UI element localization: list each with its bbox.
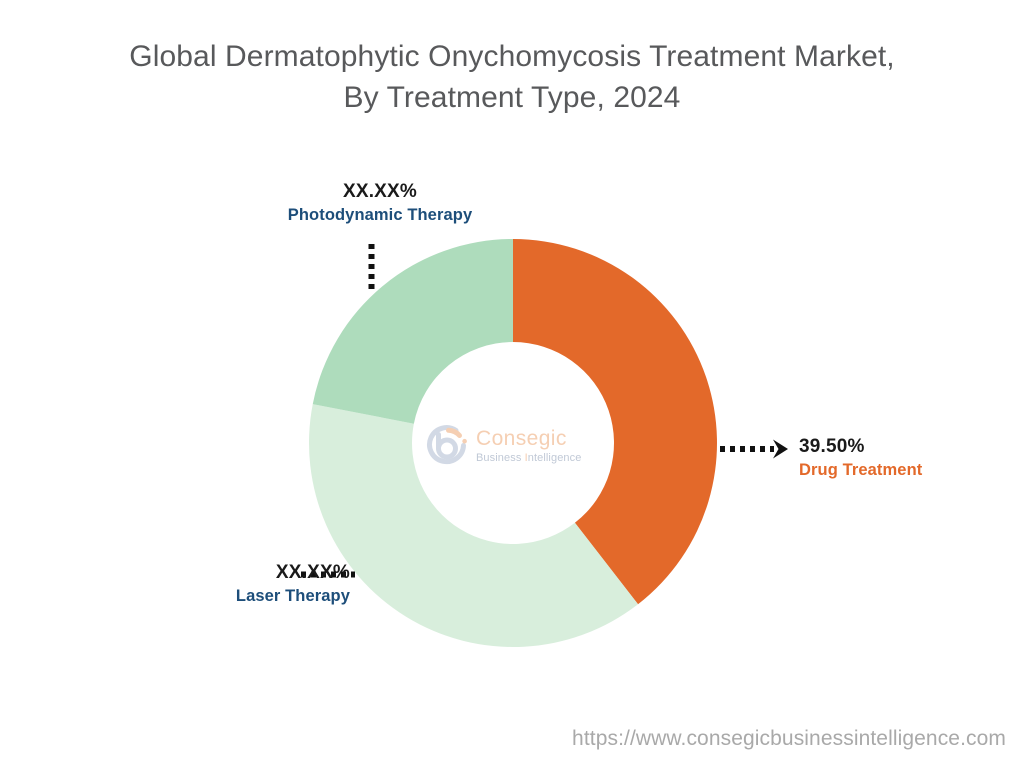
callout-photodynamic-percent: XX.XX% [342, 181, 418, 202]
callout-drug-label: Drug Treatment [799, 461, 923, 479]
callout-photodynamic-therapy: XX.XX% Photodynamic Therapy [230, 181, 530, 225]
chart-title-line-1: Global Dermatophytic Onychomycosis Treat… [129, 40, 895, 73]
donut-chart [309, 239, 717, 647]
callout-laser-therapy: XX.XX% Laser Therapy [120, 562, 350, 606]
donut-svg [309, 239, 717, 647]
callout-drug-treatment: 39.50% Drug Treatment [799, 436, 1019, 480]
dotted-line-horizontal-icon [301, 571, 355, 578]
dotted-arrow-icon [720, 439, 788, 459]
leader-line-photodynamic [366, 242, 377, 296]
callout-laser-label: Laser Therapy [235, 587, 350, 605]
slice-drug-treatment[interactable] [513, 239, 717, 605]
chart-title-line-2: By Treatment Type, 2024 [343, 81, 681, 114]
leader-line-drug [719, 437, 795, 461]
callout-laser-percent: XX.XX% [275, 562, 350, 583]
leader-line-laser [299, 567, 357, 578]
slice-laser-therapy[interactable] [309, 404, 639, 647]
callout-photodynamic-label: Photodynamic Therapy [287, 206, 473, 224]
dotted-line-vertical-icon [368, 244, 375, 294]
chart-title: Global Dermatophytic Onychomycosis Treat… [0, 36, 1024, 118]
footer-url[interactable]: https://www.consegicbusinessintelligence… [572, 727, 1006, 750]
callout-drug-percent: 39.50% [799, 436, 865, 457]
slice-photodynamic-therapy[interactable] [312, 239, 513, 424]
